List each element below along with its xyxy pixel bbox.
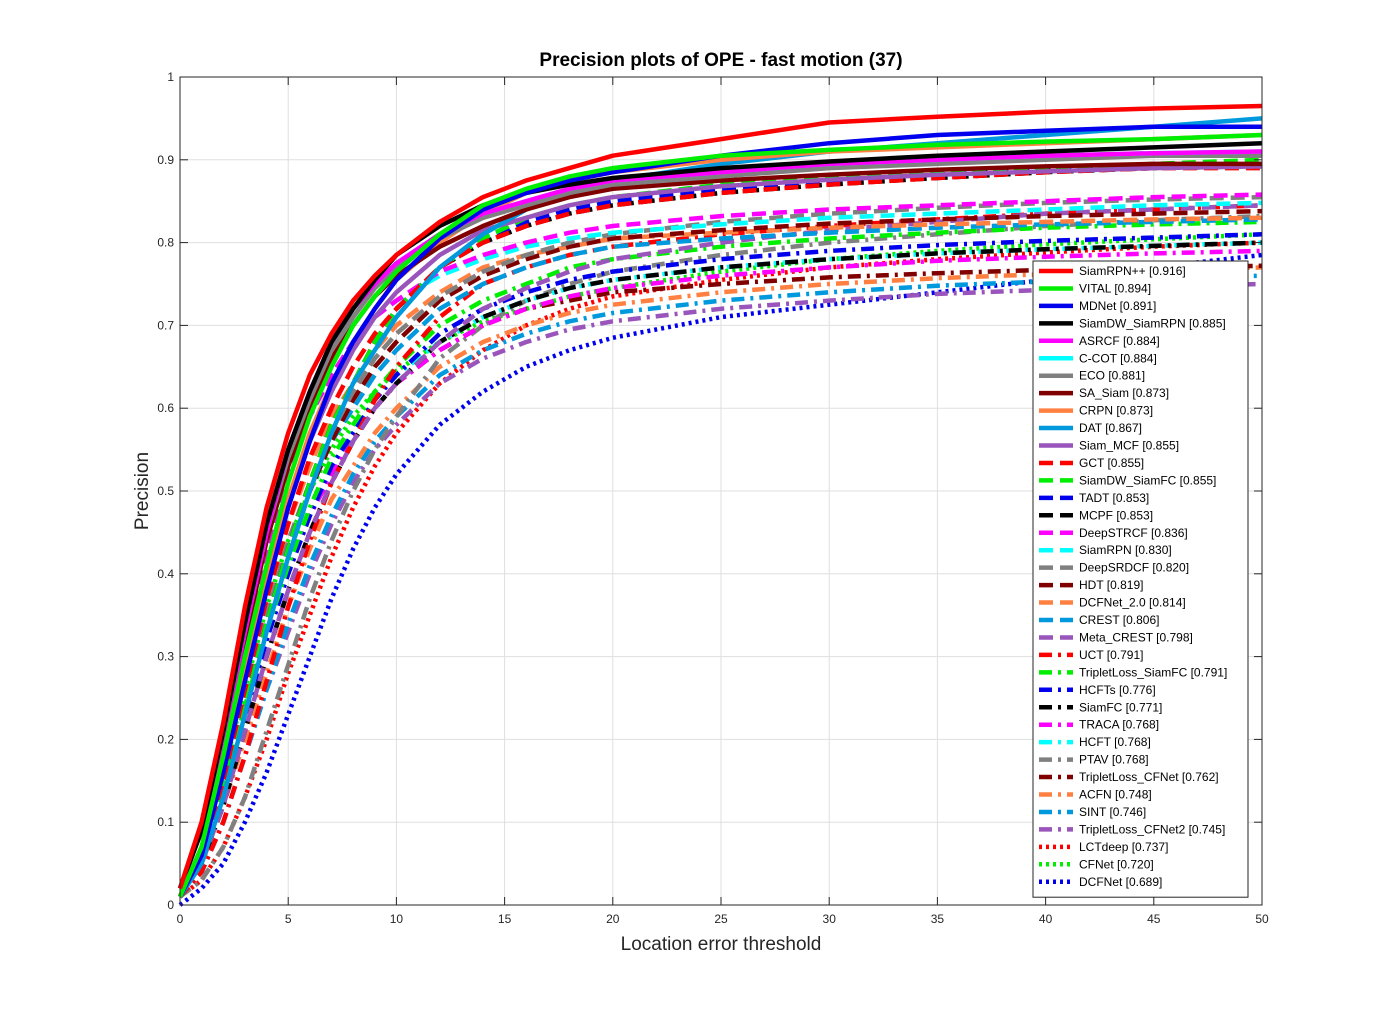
y-tick-label: 0.2: [157, 732, 174, 746]
legend-label: CRPN [0.873]: [1079, 404, 1153, 418]
legend-label: ECO [0.881]: [1079, 369, 1145, 383]
legend-label: VITAL [0.894]: [1079, 281, 1151, 295]
chart-title: Precision plots of OPE - fast motion (37…: [539, 50, 902, 71]
y-tick-label: 0.9: [157, 153, 174, 167]
y-axis-label: Precision: [132, 452, 153, 530]
series-lines: [177, 103, 1263, 907]
legend-label: TripletLoss_CFNet [0.762]: [1079, 770, 1219, 784]
legend-label: DeepSRDCF [0.820]: [1079, 561, 1189, 575]
legend-label: DCFNet [0.689]: [1079, 875, 1162, 889]
x-tick-label: 20: [606, 912, 620, 926]
x-tick-label: 5: [285, 912, 292, 926]
legend-label: SiamRPN [0.830]: [1079, 543, 1172, 557]
x-tick-label: 15: [498, 912, 512, 926]
series-line-1: [177, 132, 1263, 898]
legend-label: TripletLoss_CFNet2 [0.745]: [1079, 822, 1225, 836]
x-axis-label: Location error threshold: [621, 934, 822, 955]
y-tick-label: 0: [167, 898, 174, 912]
x-tick-label: 40: [1039, 912, 1053, 926]
x-tick-label: 0: [177, 912, 184, 926]
y-tick-label: 1: [167, 70, 174, 84]
legend-label: MDNet [0.891]: [1079, 299, 1156, 313]
legend-label: GCT [0.855]: [1079, 456, 1144, 470]
legend-label: SA_Siam [0.873]: [1079, 386, 1169, 400]
x-tick-label: 30: [823, 912, 837, 926]
series-line-23: [178, 219, 1263, 898]
legend-label: DeepSTRCF [0.836]: [1079, 526, 1188, 540]
legend-label: ASRCF [0.884]: [1079, 334, 1160, 348]
legend-label: DCFNet_2.0 [0.814]: [1079, 596, 1186, 610]
legend-label: SiamRPN++ [0.916]: [1079, 264, 1186, 278]
legend-label: PTAV [0.768]: [1079, 753, 1149, 767]
series-line-31: [178, 273, 1263, 899]
axis-ticks: 0 5 10 15 20 25 30 35 40 45 50 0 0.1 0.2 0.3 0.4 0.5 0.6 0…: [157, 70, 1269, 926]
x-tick-label: 25: [714, 912, 728, 926]
legend-label: C-COT [0.884]: [1079, 351, 1157, 365]
x-tick-label: 35: [931, 912, 945, 926]
legend-label: CREST [0.806]: [1079, 613, 1159, 627]
legend-label: TRACA [0.768]: [1079, 718, 1159, 732]
series-line-19: [177, 215, 1263, 898]
legend-label: CFNet [0.720]: [1079, 857, 1154, 871]
legend-label: SiamDW_SiamRPN [0.885]: [1079, 316, 1226, 330]
legend-label: SiamDW_SiamFC [0.855]: [1079, 473, 1216, 487]
y-tick-label: 0.5: [157, 484, 174, 498]
legend-label: HDT [0.819]: [1079, 578, 1143, 592]
legend-label: SiamFC [0.771]: [1079, 700, 1162, 714]
legend-label: DAT [0.867]: [1079, 421, 1142, 435]
legend-label: SINT [0.746]: [1079, 805, 1146, 819]
legend-label: TripletLoss_SiamFC [0.791]: [1079, 665, 1227, 679]
series-line-21: [178, 203, 1263, 898]
series-line-28: [178, 213, 1263, 899]
legend-label: HCFTs [0.776]: [1079, 683, 1156, 697]
x-tick-label: 45: [1147, 912, 1161, 926]
legend-label: HCFT [0.768]: [1079, 735, 1151, 749]
series-line-32: [178, 281, 1263, 899]
y-tick-label: 0.8: [157, 236, 174, 250]
legend-label: MCPF [0.853]: [1079, 508, 1153, 522]
y-tick-label: 0.7: [157, 318, 174, 332]
legend-label: Meta_CREST [0.798]: [1079, 630, 1193, 644]
y-tick-label: 0.4: [157, 567, 174, 581]
y-tick-label: 0.6: [157, 401, 174, 415]
series-line-2: [178, 124, 1262, 898]
legend-label: TADT [0.853]: [1079, 491, 1149, 505]
legend-label: UCT [0.791]: [1079, 648, 1143, 662]
x-tick-label: 50: [1255, 912, 1269, 926]
y-tick-label: 0.3: [157, 650, 174, 664]
legend-label: Siam_MCF [0.855]: [1079, 439, 1179, 453]
legend-box: [1032, 260, 1249, 898]
legend: SiamRPN++ [0.916] VITAL [0.894] MDNet [0.8…: [1032, 260, 1249, 898]
series-line-0: [177, 103, 1263, 890]
x-tick-label: 10: [390, 912, 404, 926]
legend-label: ACFN [0.748]: [1079, 788, 1152, 802]
legend-label: LCTdeep [0.737]: [1079, 840, 1168, 854]
y-tick-label: 0.1: [157, 815, 174, 829]
